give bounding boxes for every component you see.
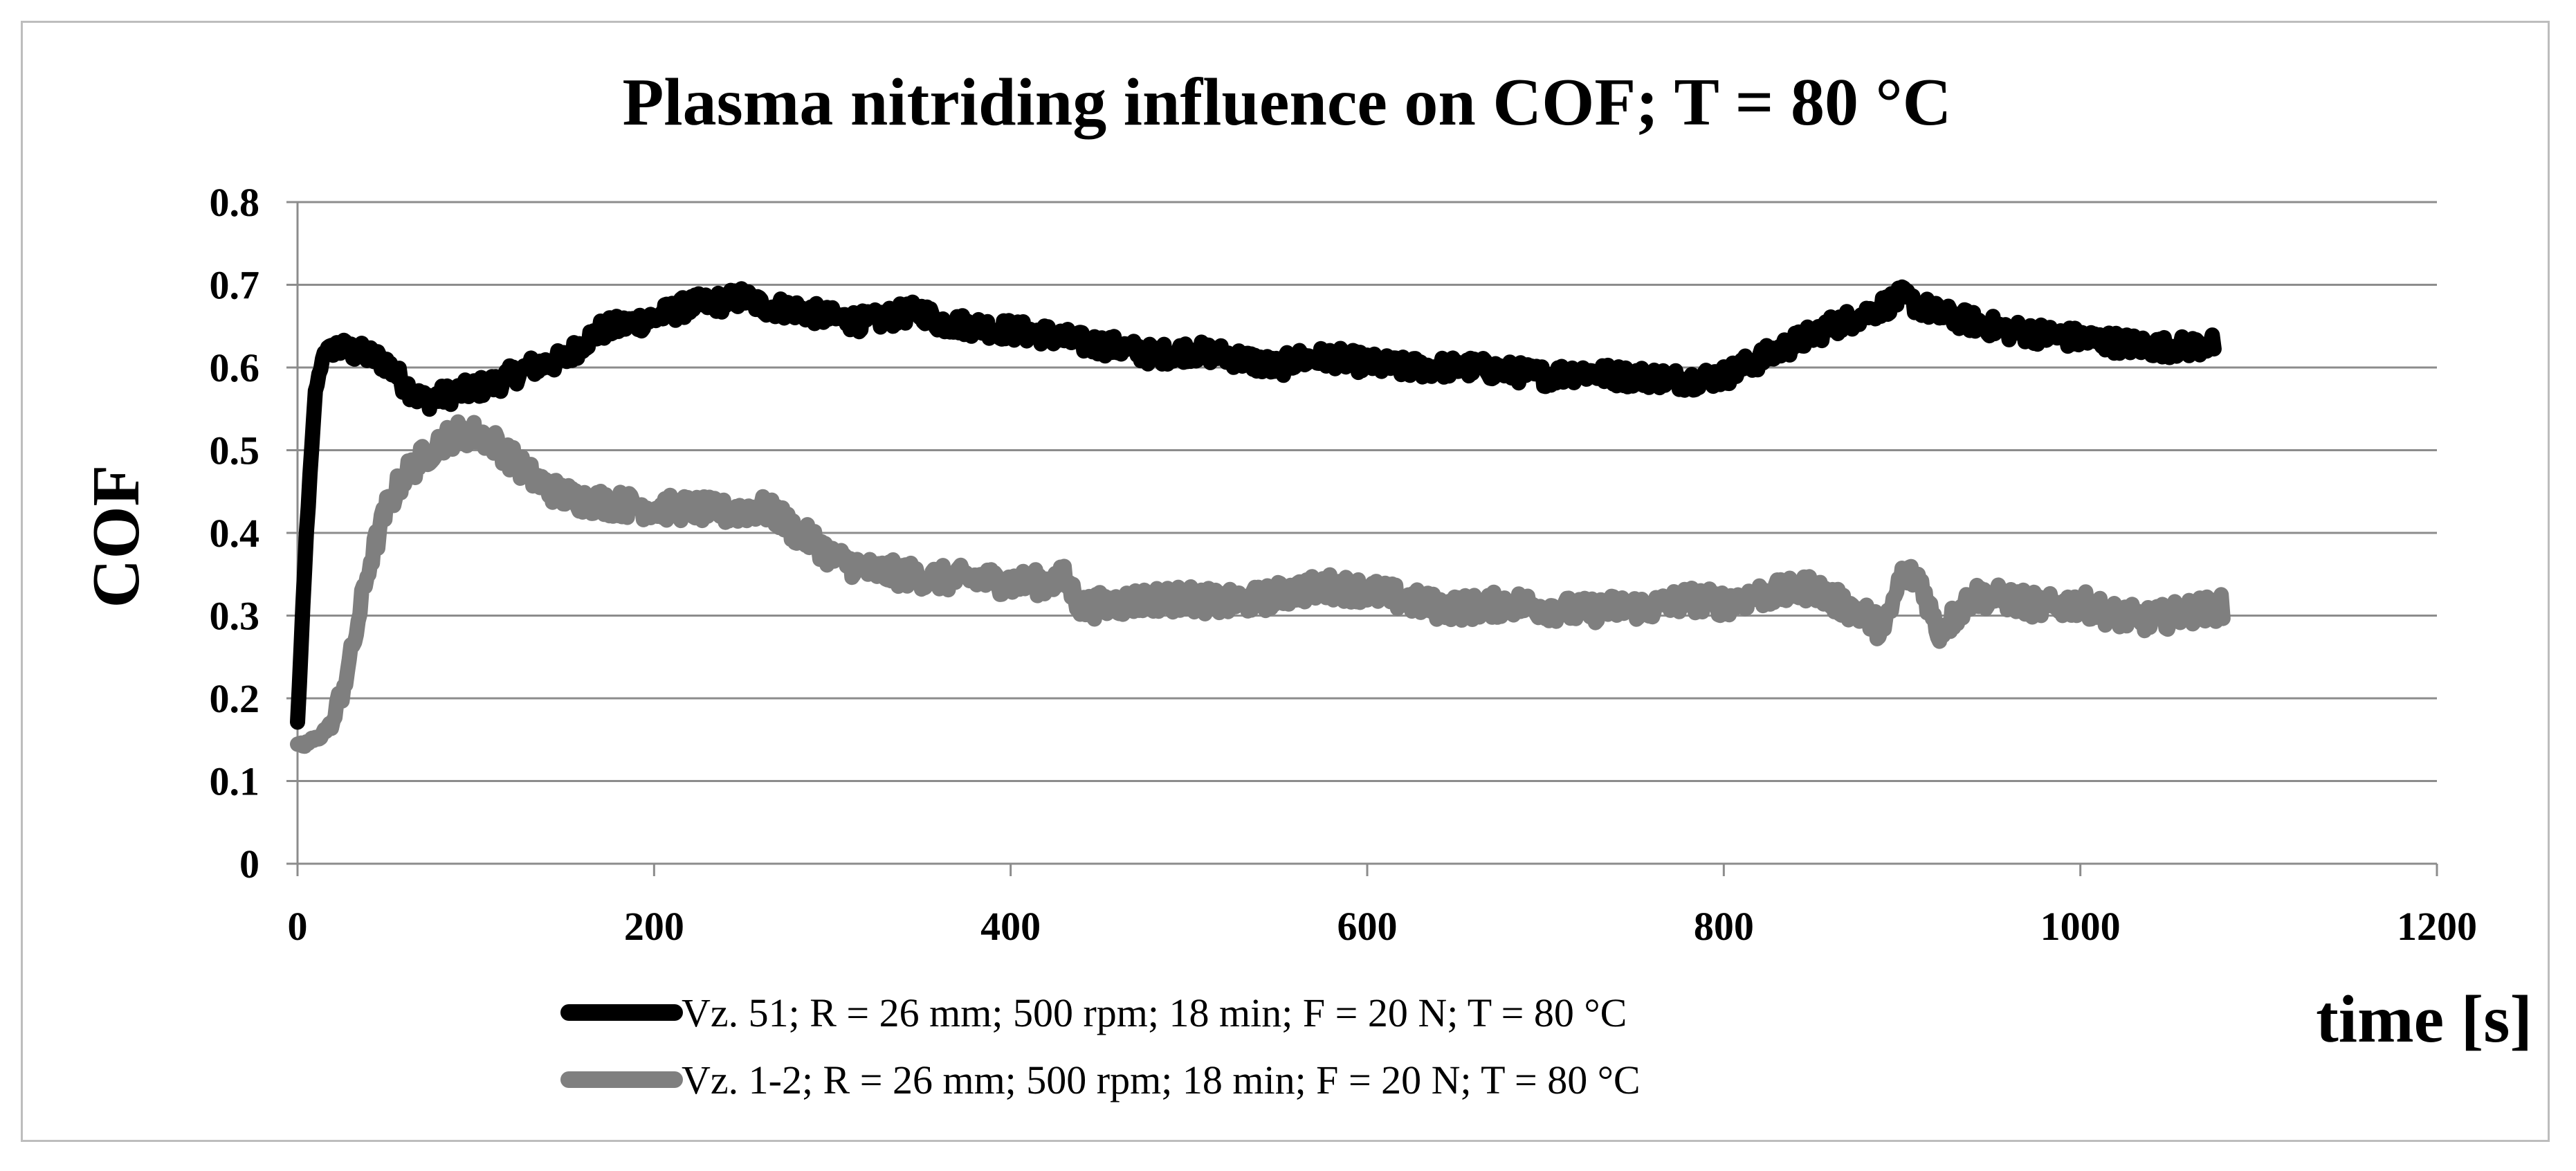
x-tick-label: 600: [1337, 904, 1398, 949]
x-tick-labels: 0 200 400 600 800 1000 1200: [288, 904, 2478, 949]
x-tick-label: 1000: [2040, 904, 2121, 949]
x-axis-label: time [s]: [2316, 982, 2532, 1057]
series-line-2: [290, 414, 2231, 754]
x-tick-label: 0: [288, 904, 308, 949]
y-tick-label: 0.7: [210, 263, 260, 308]
legend-label-series-2: Vz. 1-2; R = 26 mm; 500 rpm; 18 min; F =…: [682, 1057, 1641, 1102]
x-tick-label: 800: [1694, 904, 1754, 949]
legend-label-series-1: Vz. 51; R = 26 mm; 500 rpm; 18 min; F = …: [682, 990, 1627, 1035]
y-tick-label: 0.4: [210, 511, 260, 556]
series-line-1: [290, 279, 2222, 730]
legend: Vz. 51; R = 26 mm; 500 rpm; 18 min; F = …: [560, 990, 1641, 1102]
axes: [286, 201, 2438, 876]
y-tick-label: 0.1: [210, 759, 260, 804]
chart-title: Plasma nitriding influence on COF; T = 8…: [623, 65, 1952, 140]
y-axis-label: COF: [79, 465, 154, 608]
y-tick-label: 0: [239, 842, 259, 887]
x-tick-label: 1200: [2397, 904, 2477, 949]
y-tick-label: 0.6: [210, 345, 260, 390]
x-tick-label: 200: [624, 904, 684, 949]
y-tick-label: 0.2: [210, 676, 260, 721]
y-tick-labels: 0 0.1 0.2 0.3 0.4 0.5 0.6 0.7 0.8: [210, 180, 260, 887]
y-tick-label: 0.5: [210, 428, 260, 473]
y-tick-label: 0.3: [210, 594, 260, 639]
x-tick-label: 400: [980, 904, 1041, 949]
y-tick-label: 0.8: [210, 180, 260, 225]
series-lines: [290, 279, 2231, 754]
